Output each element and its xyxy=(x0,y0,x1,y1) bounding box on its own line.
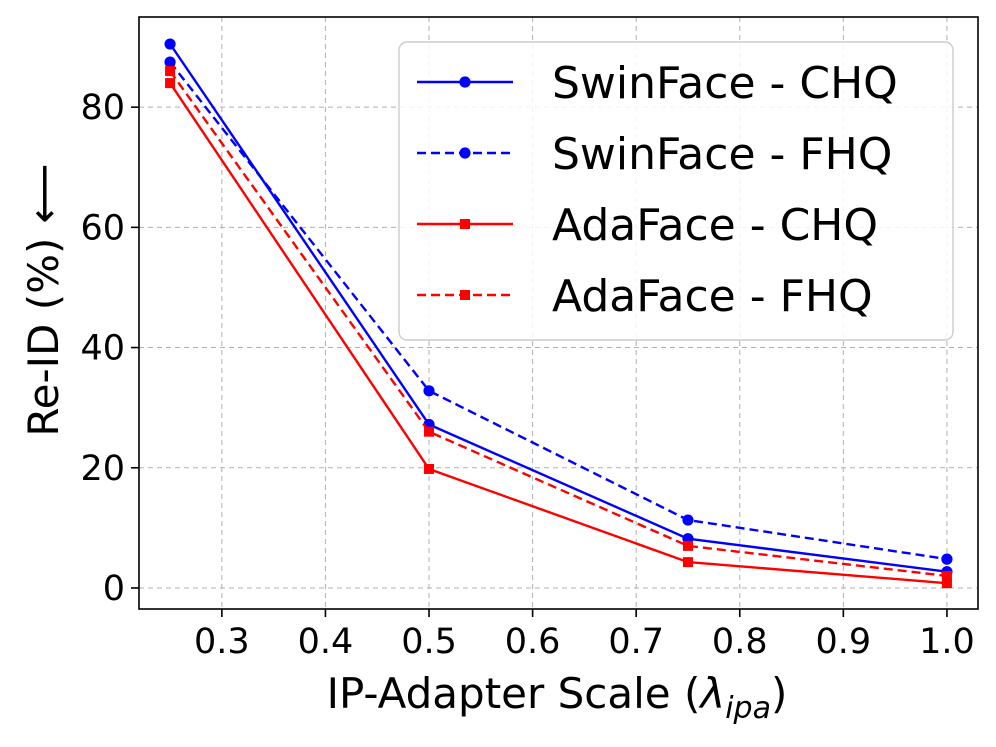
x-tick-label: 0.8 xyxy=(712,622,768,662)
data-point xyxy=(682,557,693,568)
y-tick-label: 20 xyxy=(80,449,125,489)
legend-item: AdaFace - CHQ xyxy=(417,200,878,251)
legend-marker xyxy=(459,76,471,88)
x-tick-label: 1.0 xyxy=(919,622,975,662)
series-line xyxy=(169,61,948,561)
legend-marker xyxy=(460,219,470,229)
x-tick-label: 0.9 xyxy=(816,622,872,662)
legend-label: AdaFace - CHQ xyxy=(552,200,878,251)
y-axis-label-text: Re-ID (%) xyxy=(19,238,68,437)
legend-item: SwinFace - CHQ xyxy=(417,58,898,109)
y-axis-arrow: ⟵ xyxy=(19,163,68,223)
y-axis-label: Re-ID (%) ⟵ xyxy=(19,163,68,436)
x-tick-label: 0.5 xyxy=(401,622,457,662)
grid-lines xyxy=(139,17,978,609)
x-axis-label: IP-Adapter Scale (λipa) xyxy=(327,669,788,726)
series-line xyxy=(169,43,948,573)
plot-frame xyxy=(138,16,979,610)
series-adaface-chq xyxy=(165,78,952,589)
series-line xyxy=(169,82,947,585)
data-point xyxy=(165,66,176,77)
data-point xyxy=(941,570,952,581)
y-tick-label: 40 xyxy=(80,329,125,369)
legend-label: SwinFace - FHQ xyxy=(552,129,892,180)
legend-box xyxy=(398,41,954,341)
x-tick-label: 0.6 xyxy=(505,622,561,662)
legend-item: AdaFace - FHQ xyxy=(417,271,873,322)
data-point xyxy=(682,514,694,526)
data-point xyxy=(941,553,953,565)
axis-ticks: 0.3 0.4 0.5 0.6 0.7 0.8 0.9 1.0 0 20 40 60 80 xyxy=(80,88,974,662)
series-adaface-fhq xyxy=(165,66,952,581)
series-line xyxy=(169,70,948,578)
x-axis-label-symbol: λ xyxy=(698,669,725,718)
x-axis-label-main: IP-Adapter Scale ( xyxy=(327,669,701,718)
x-tick-label: 0.7 xyxy=(608,622,664,662)
x-tick-label: 0.3 xyxy=(194,622,250,662)
data-point xyxy=(165,78,176,89)
data-point xyxy=(423,385,435,397)
data-point xyxy=(424,463,435,474)
x-tick-label: 0.4 xyxy=(298,622,354,662)
series-layer xyxy=(164,38,953,589)
legend-item: SwinFace - FHQ xyxy=(417,129,892,180)
data-point xyxy=(941,578,952,589)
y-tick-label: 80 xyxy=(80,88,125,128)
x-axis-label-close: ) xyxy=(771,669,787,718)
y-tick-label: 0 xyxy=(103,569,125,609)
data-point xyxy=(682,540,693,551)
data-point xyxy=(424,426,435,437)
series-swinface-fhq xyxy=(164,56,953,565)
legend-label: SwinFace - CHQ xyxy=(552,58,898,109)
x-axis-label-subscript: ipa xyxy=(725,691,771,726)
legend-marker xyxy=(460,290,470,300)
legend-marker xyxy=(459,147,471,159)
y-tick-label: 60 xyxy=(80,208,125,248)
data-point xyxy=(164,56,176,68)
legend-label: AdaFace - FHQ xyxy=(552,271,873,322)
legend: SwinFace - CHQ SwinFace - FHQ AdaFace - CH… xyxy=(398,41,954,341)
data-point xyxy=(164,38,176,50)
